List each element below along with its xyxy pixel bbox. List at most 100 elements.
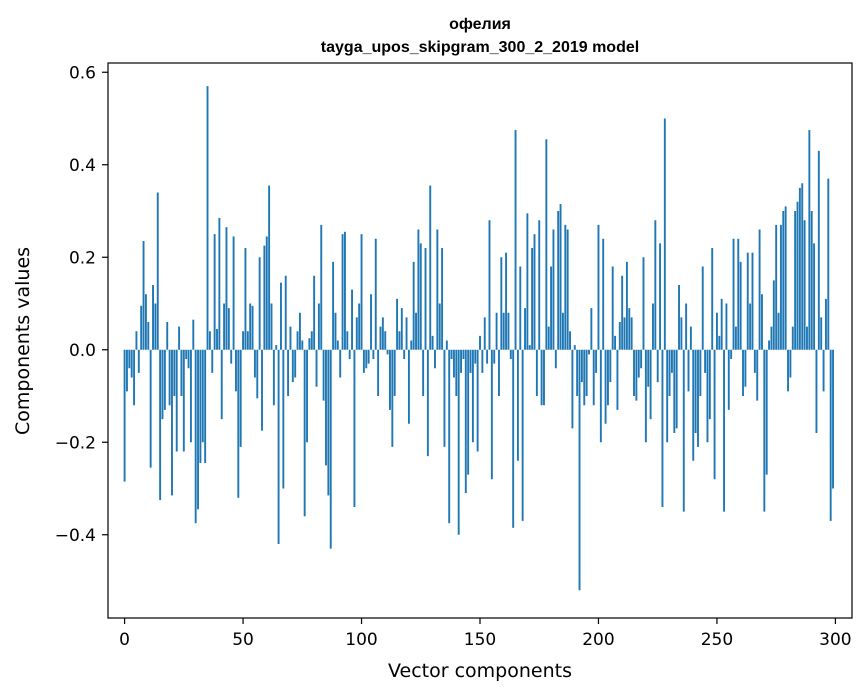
y-tick-label: −0.4	[55, 526, 96, 546]
bar	[400, 308, 403, 350]
bar	[583, 349, 586, 406]
bar	[618, 322, 621, 350]
bar	[327, 349, 330, 496]
bar	[564, 224, 567, 350]
bar	[230, 349, 233, 364]
bar	[246, 331, 249, 350]
bar	[595, 349, 598, 373]
bar	[332, 261, 335, 350]
bar	[206, 86, 209, 350]
bar	[393, 349, 396, 396]
bar	[374, 238, 377, 350]
bar	[154, 303, 157, 350]
bar	[516, 349, 519, 461]
bar	[824, 298, 827, 350]
bar	[429, 185, 432, 350]
bar	[452, 349, 455, 378]
bar	[616, 349, 619, 410]
bar	[277, 349, 280, 544]
bar	[756, 349, 759, 401]
y-tick-label: −0.2	[55, 433, 96, 453]
bar	[239, 349, 242, 447]
bar	[298, 312, 301, 350]
bar	[479, 335, 481, 350]
bar	[571, 349, 574, 429]
bar	[711, 248, 714, 350]
bar	[779, 224, 782, 350]
bar	[561, 312, 564, 350]
bar	[699, 349, 702, 396]
bar	[396, 298, 399, 350]
bar	[469, 349, 472, 373]
bar	[498, 349, 500, 396]
bar	[343, 231, 346, 350]
bar	[284, 275, 287, 350]
bar	[822, 349, 825, 392]
bar	[258, 257, 261, 350]
bar	[787, 349, 789, 392]
bar	[471, 349, 474, 443]
bar	[370, 294, 372, 350]
bar	[761, 294, 763, 350]
bar	[346, 331, 349, 350]
bar	[339, 349, 342, 378]
bar	[133, 349, 136, 406]
bar	[519, 266, 522, 350]
bar	[817, 150, 820, 350]
bar	[431, 335, 434, 350]
bar	[365, 349, 368, 369]
bar	[507, 312, 510, 350]
bar	[775, 224, 778, 350]
bar	[490, 349, 493, 480]
bar	[467, 349, 470, 475]
bar	[377, 349, 380, 396]
bar	[434, 349, 436, 369]
bar	[445, 340, 448, 350]
bar	[410, 340, 413, 350]
bar	[573, 345, 576, 350]
bar	[201, 349, 204, 443]
x-axis-ticks: 0 50 100 150 200 250 300	[119, 618, 852, 650]
bar	[381, 317, 384, 350]
bar	[753, 349, 756, 373]
bar	[547, 326, 550, 350]
y-tick-label: 0.0	[69, 341, 96, 361]
bar	[794, 211, 797, 350]
bar	[308, 338, 311, 350]
bar	[450, 349, 453, 359]
bar	[462, 349, 465, 359]
x-tick-label: 150	[464, 630, 496, 650]
bar	[661, 349, 664, 507]
bar	[149, 349, 152, 468]
bar	[732, 238, 735, 350]
bar	[180, 349, 183, 396]
bar	[253, 349, 256, 378]
bar	[687, 349, 690, 392]
bar	[272, 349, 275, 406]
bar	[777, 312, 780, 350]
bar	[137, 349, 140, 373]
bar	[379, 326, 382, 350]
bar	[199, 349, 202, 464]
bar	[512, 349, 515, 528]
bar	[486, 349, 489, 364]
bar	[185, 349, 188, 359]
bar	[123, 349, 126, 482]
bar	[168, 349, 171, 406]
bar	[701, 266, 704, 350]
bar	[708, 349, 711, 420]
chart-title: офелия	[449, 16, 511, 33]
bar	[715, 312, 718, 350]
bar	[263, 245, 266, 350]
bar	[801, 183, 804, 350]
bar	[147, 322, 150, 350]
bar	[526, 213, 529, 350]
bar	[296, 331, 299, 350]
bar	[443, 349, 446, 447]
bar	[249, 303, 252, 350]
bar	[438, 303, 441, 350]
bar	[602, 238, 605, 350]
bar	[739, 261, 742, 350]
bar	[275, 345, 278, 350]
bar	[436, 229, 439, 350]
